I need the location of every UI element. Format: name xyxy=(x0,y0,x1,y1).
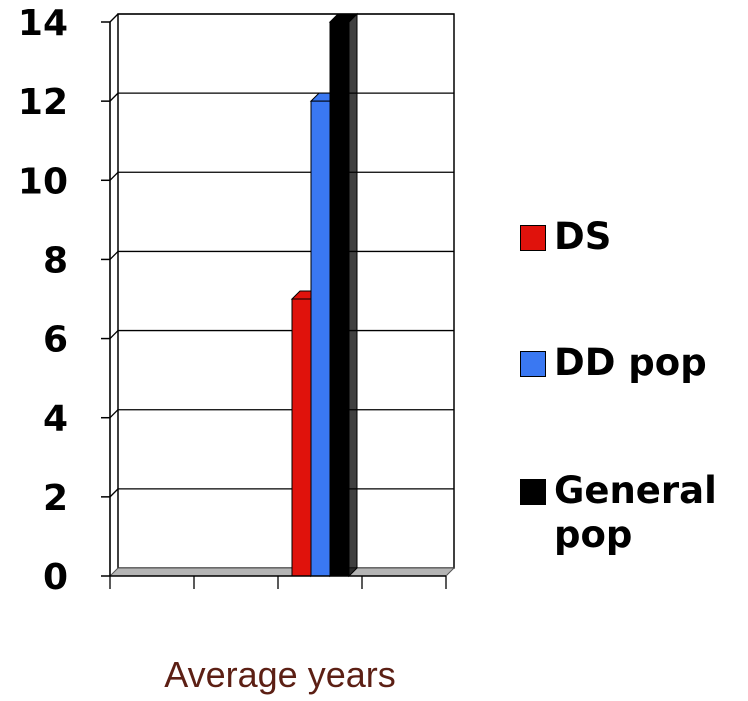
gridline-side xyxy=(109,171,119,181)
gridline-side xyxy=(109,92,119,102)
legend-label-dd-pop: DD pop xyxy=(554,341,707,384)
gridline-side xyxy=(109,488,119,498)
x-axis-label: Average years xyxy=(164,654,396,695)
bar-general-pop xyxy=(328,12,359,578)
back-wall xyxy=(117,13,455,569)
legend-item-general-pop: General pop xyxy=(520,469,744,557)
gridlines xyxy=(109,13,454,498)
bar-front xyxy=(310,100,331,577)
y-tick-label: 12 xyxy=(18,82,68,123)
legend-swatch-dd-pop xyxy=(520,351,546,377)
y-tick-label: 4 xyxy=(43,399,68,440)
legend-swatch-ds xyxy=(520,225,546,251)
legend-label-general-pop: General pop xyxy=(554,469,717,556)
y-tick-label: 8 xyxy=(43,240,68,281)
y-tick-labels: 0 2 4 6 8 10 12 14 xyxy=(18,3,68,598)
gridline-side xyxy=(109,250,119,260)
bar-front xyxy=(291,298,312,577)
y-tick-label: 0 xyxy=(43,557,68,598)
bar-front xyxy=(329,21,350,577)
y-tick-label: 14 xyxy=(18,3,68,44)
gridline-side xyxy=(109,330,119,340)
gridline-side xyxy=(109,13,119,23)
legend-item-ds: DS xyxy=(520,215,611,259)
axes xyxy=(101,21,447,589)
y-tick-label: 2 xyxy=(43,478,68,519)
floor xyxy=(108,567,456,577)
y-tick-label: 6 xyxy=(43,320,68,361)
legend-label-ds: DS xyxy=(554,215,612,258)
bars xyxy=(290,12,359,578)
bar-side xyxy=(348,12,358,578)
gridline-side xyxy=(109,409,119,419)
legend-swatch-general-pop xyxy=(520,479,546,505)
plot-area xyxy=(108,13,456,577)
legend-item-dd-pop: DD pop xyxy=(520,341,707,385)
y-tick-label: 10 xyxy=(18,161,68,202)
